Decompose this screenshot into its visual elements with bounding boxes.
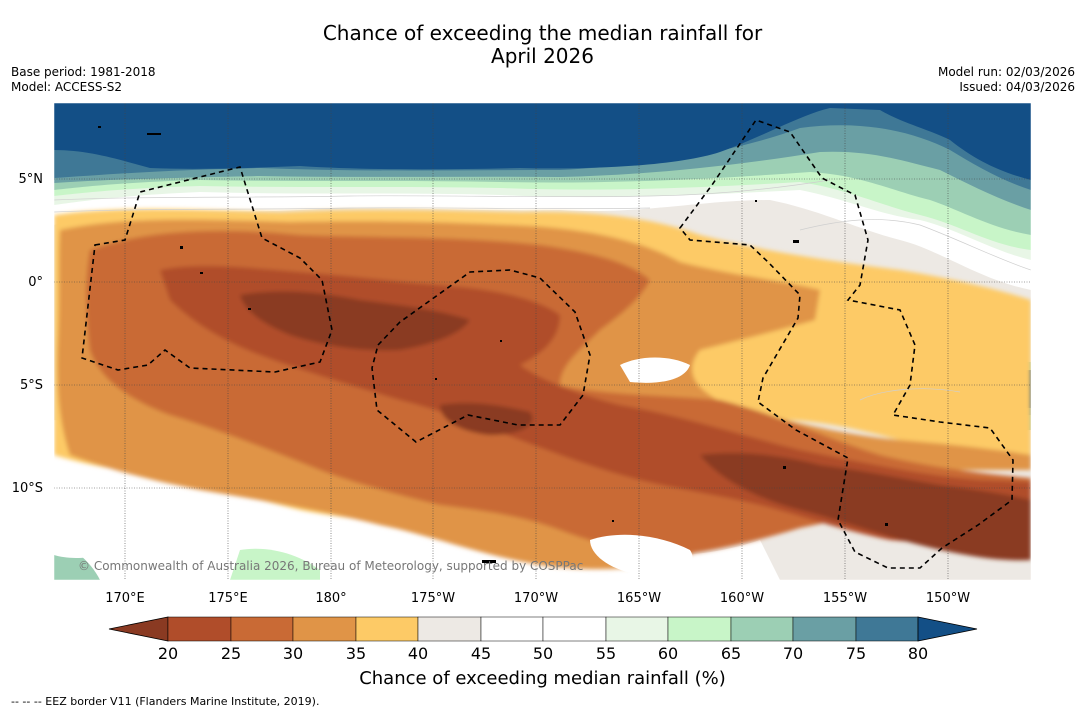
cb-tick-60: 60	[657, 644, 679, 663]
cb-tick-45: 45	[470, 644, 492, 663]
copyright-text: © Commonwealth of Australia 2026, Bureau…	[78, 559, 583, 573]
lat-label-5n: 5°N	[19, 172, 44, 187]
white-patch-2	[590, 534, 693, 575]
colorbar-bin-55-60	[605, 616, 669, 642]
lon-label-170w: 170°W	[514, 591, 558, 606]
eez-legend: -- -- -- EEZ border V11 (Flanders Marine…	[11, 695, 320, 708]
meta-left: Base period: 1981-2018 Model: ACCESS-S2	[11, 65, 156, 95]
cb-tick-40: 40	[407, 644, 429, 663]
cb-tick-20: 20	[157, 644, 179, 663]
colorbar-bin-70-75	[792, 616, 857, 642]
title-line-1: Chance of exceeding the median rainfall …	[322, 21, 763, 45]
colorbar-bin-65-70	[730, 616, 794, 642]
title-line-2: April 2026	[491, 44, 594, 68]
cb-tick-65: 65	[720, 644, 742, 663]
colorbar-bin-60-65	[667, 616, 732, 642]
s-green-patch	[230, 548, 320, 580]
colorbar-bin-20-25	[167, 616, 232, 642]
colorbar-bin-25-30	[230, 616, 294, 642]
cb-tick-35: 35	[345, 644, 367, 663]
colorbar-under-arrow	[108, 616, 169, 642]
colorbar-bin-30-35	[292, 616, 357, 642]
colorbar-title: Chance of exceeding median rainfall (%)	[359, 668, 726, 689]
dry-field	[54, 208, 1031, 570]
white-patch-3	[54, 500, 120, 558]
cb-tick-55: 55	[595, 644, 617, 663]
lon-label-160w: 160°W	[720, 591, 764, 606]
rainfall-field: © Commonwealth of Australia 2026, Bureau…	[54, 103, 1031, 580]
white-patch-1	[620, 357, 690, 383]
colorbar-over-arrow	[917, 616, 978, 642]
lon-label-175w: 175°W	[411, 591, 455, 606]
latitude-labels: 5°N 0° 5°S 10°S	[12, 172, 43, 496]
eez-borders	[81, 119, 1014, 569]
lon-label-180: 180°	[315, 591, 346, 606]
cb-tick-75: 75	[845, 644, 867, 663]
eez-kiribati-gilbert	[81, 166, 333, 373]
chart-title: Chance of exceeding the median rainfall …	[0, 22, 1085, 68]
cb-tick-70: 70	[782, 644, 804, 663]
cb-tick-50: 50	[532, 644, 554, 663]
lon-label-170e: 170°E	[105, 591, 145, 606]
longitude-labels: 170°E 175°E 180° 175°W 170°W 165°W 160°W…	[105, 591, 970, 606]
lon-label-150w: 150°W	[926, 591, 970, 606]
lat-label-10s: 10°S	[12, 481, 43, 496]
lon-label-155w: 155°W	[823, 591, 867, 606]
lat-label-5s: 5°S	[20, 378, 43, 393]
colorbar-bin-35-40	[355, 616, 419, 642]
model-run: Model run: 02/03/2026	[937, 65, 1075, 79]
meta-right: Model run: 02/03/2026 Issued: 04/03/2026	[938, 65, 1075, 95]
contour-lines	[54, 179, 1031, 401]
issued-date: Issued: 04/03/2026	[959, 80, 1075, 94]
lon-label-165w: 165°W	[617, 591, 661, 606]
lat-label-0: 0°	[28, 275, 43, 290]
islands	[98, 126, 888, 563]
lon-label-175e: 175°E	[208, 591, 248, 606]
graticule	[54, 103, 1031, 580]
colorbar-bin-45-50	[480, 616, 544, 642]
field-over-2	[54, 103, 1031, 180]
colorbar	[108, 616, 978, 642]
cb-tick-25: 25	[220, 644, 242, 663]
map-frame	[53, 102, 1032, 581]
colorbar-bin-75-80	[855, 616, 919, 642]
cb-tick-80: 80	[907, 644, 929, 663]
colorbar-bin-50-55	[542, 616, 607, 642]
colorbar-bin-40-45	[417, 616, 482, 642]
base-period: Base period: 1981-2018	[11, 65, 156, 79]
cb-tick-30: 30	[282, 644, 304, 663]
model-name: Model: ACCESS-S2	[11, 80, 123, 94]
